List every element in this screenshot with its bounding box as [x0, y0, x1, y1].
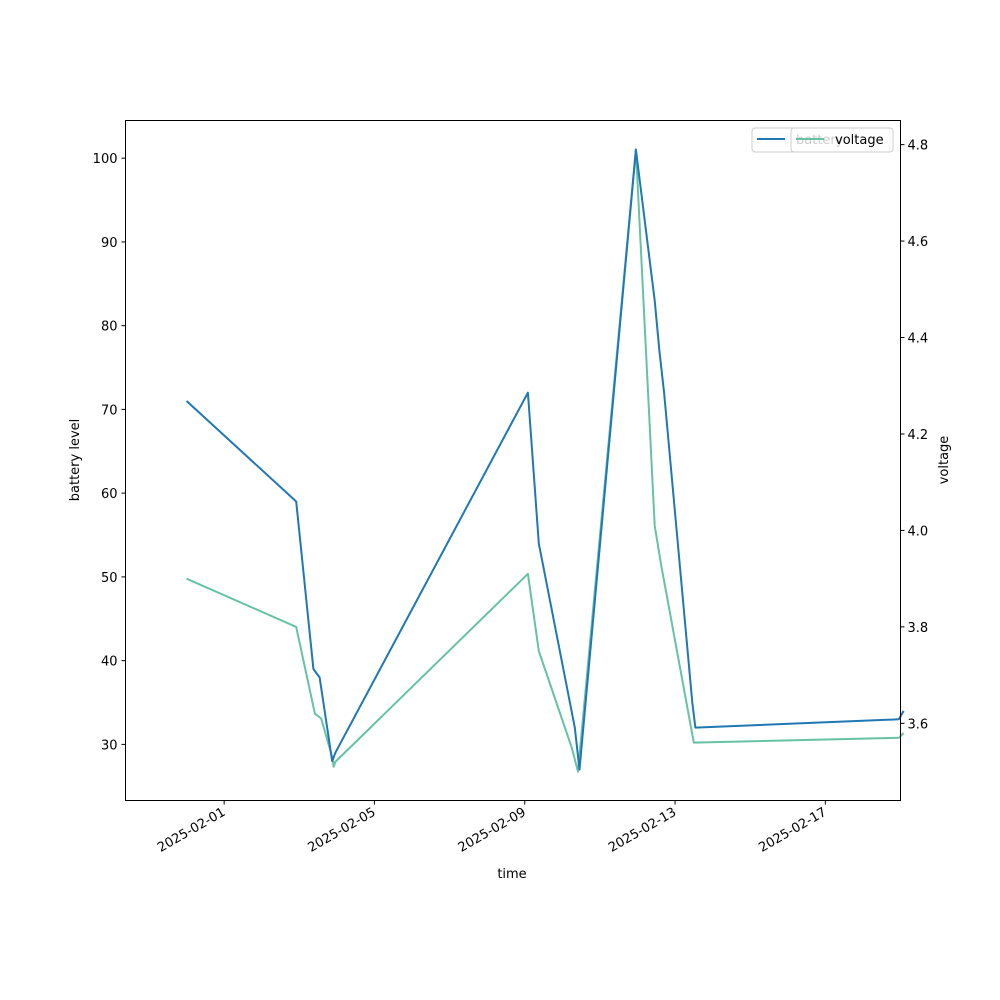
y-axis-right: 3.6 3.8 4.0 4.2 4.4 4.6 4.8: [900, 139, 929, 732]
series-layer: [185, 148, 905, 773]
y-axis-label: battery level: [68, 419, 83, 502]
series-line-voltage: [186, 148, 905, 773]
y-tick-label: 100: [93, 152, 118, 167]
y-tick-label: 60: [101, 487, 118, 502]
series-line-battery: [185, 148, 905, 771]
y2-tick-label: 3.6: [908, 717, 929, 732]
legend-label-voltage: voltage: [835, 133, 884, 148]
y2-tick-label: 4.8: [908, 139, 929, 154]
y-tick-label: 80: [101, 320, 118, 335]
y-tick-label: 40: [101, 655, 118, 670]
y-tick-label: 90: [101, 236, 118, 251]
x-axis-label: time: [497, 867, 526, 882]
y2-tick-label: 4.2: [908, 428, 929, 443]
y2-tick-label: 4.0: [908, 524, 929, 539]
y-tick-label: 50: [101, 571, 118, 586]
y2-tick-label: 4.4: [908, 332, 929, 347]
y2-axis-label: voltage: [937, 436, 952, 485]
y2-tick-label: 3.8: [908, 621, 929, 636]
legend-voltage: voltage: [790, 127, 894, 153]
y-axis-left: 30 40 50 60 70 80 90 100: [93, 152, 126, 753]
legend-box-2: [790, 127, 894, 153]
plot-frame: [125, 120, 901, 801]
y-tick-label: 70: [101, 403, 118, 418]
y2-tick-label: 4.6: [908, 235, 929, 250]
y-tick-label: 30: [101, 738, 118, 753]
